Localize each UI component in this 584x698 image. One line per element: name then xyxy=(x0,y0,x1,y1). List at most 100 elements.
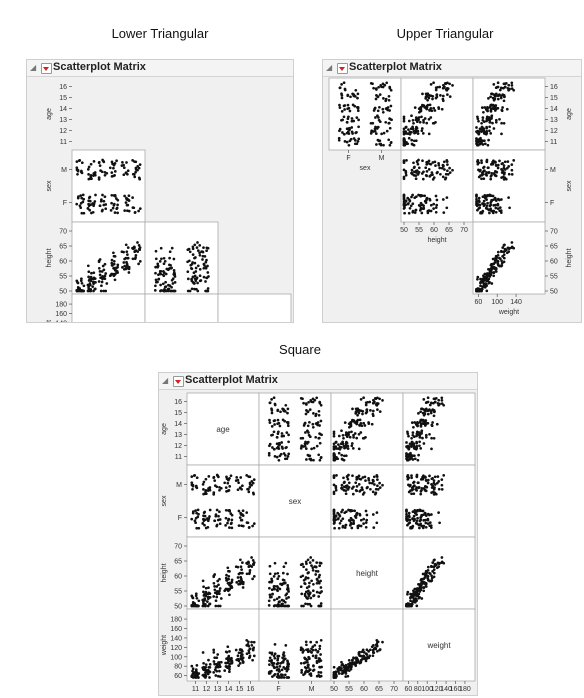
data-point xyxy=(137,176,141,180)
data-point xyxy=(499,211,503,214)
data-point xyxy=(282,434,286,438)
data-point xyxy=(351,132,354,135)
data-point xyxy=(195,476,199,480)
data-point xyxy=(402,117,406,121)
data-point xyxy=(415,125,418,129)
data-point xyxy=(420,407,424,411)
data-point xyxy=(194,509,197,512)
data-point xyxy=(307,594,311,598)
data-point xyxy=(346,447,350,450)
x-tick-label: F xyxy=(276,686,280,693)
data-point xyxy=(125,161,128,164)
data-point xyxy=(113,193,117,197)
data-point xyxy=(416,481,420,485)
data-point xyxy=(93,171,97,174)
disclosure-icon[interactable]: ◢ xyxy=(162,376,169,385)
data-point xyxy=(306,440,310,444)
data-point xyxy=(268,401,272,405)
data-point xyxy=(355,410,359,413)
data-point xyxy=(361,476,365,479)
data-point xyxy=(338,521,342,525)
data-point xyxy=(422,442,426,445)
data-point xyxy=(102,289,106,293)
data-point xyxy=(479,281,482,285)
data-point xyxy=(218,510,221,514)
data-point xyxy=(489,175,493,178)
data-point xyxy=(332,671,336,674)
data-point xyxy=(415,599,418,603)
data-point xyxy=(267,604,271,607)
data-point xyxy=(367,650,370,653)
data-point xyxy=(346,477,350,481)
data-point xyxy=(499,249,503,253)
data-point xyxy=(356,106,360,109)
data-point xyxy=(227,574,231,578)
data-point xyxy=(282,452,286,455)
data-point xyxy=(87,270,91,274)
data-point xyxy=(356,418,360,422)
data-point xyxy=(500,176,503,179)
data-point xyxy=(369,487,372,491)
data-point xyxy=(278,454,282,458)
data-point xyxy=(171,277,175,281)
data-point xyxy=(477,119,480,123)
data-point xyxy=(193,261,197,265)
data-point xyxy=(307,663,310,667)
red-triangle-menu-icon[interactable] xyxy=(41,63,52,74)
data-point xyxy=(212,475,216,479)
data-point xyxy=(230,521,233,525)
data-point xyxy=(279,410,282,414)
data-point xyxy=(442,403,446,407)
disclosure-icon[interactable]: ◢ xyxy=(30,63,37,72)
data-point xyxy=(317,581,321,584)
data-point xyxy=(358,650,361,654)
data-point xyxy=(352,656,356,660)
data-point xyxy=(191,510,195,513)
data-point xyxy=(409,599,412,603)
data-point xyxy=(337,666,341,669)
data-point xyxy=(341,458,344,461)
data-point xyxy=(158,272,162,275)
data-point xyxy=(216,579,220,583)
data-point xyxy=(287,433,290,437)
data-point xyxy=(234,648,238,652)
data-point xyxy=(276,432,280,436)
data-point xyxy=(316,570,320,573)
data-point xyxy=(477,132,481,135)
data-point xyxy=(191,487,194,491)
data-point xyxy=(282,676,286,679)
data-point xyxy=(342,81,346,85)
data-point xyxy=(301,436,305,440)
data-point xyxy=(419,492,423,496)
data-point xyxy=(276,422,279,426)
data-point xyxy=(191,275,195,279)
data-point xyxy=(361,657,365,660)
data-point xyxy=(87,287,91,291)
data-point xyxy=(415,519,419,523)
data-point xyxy=(384,107,388,110)
data-point xyxy=(493,95,497,98)
data-point xyxy=(162,262,166,266)
data-point xyxy=(335,474,338,477)
data-point xyxy=(159,269,163,273)
data-point xyxy=(311,589,315,593)
x-tick-label: 160 xyxy=(450,686,462,693)
data-point xyxy=(432,121,436,125)
data-point xyxy=(277,574,281,578)
data-point xyxy=(280,583,284,587)
data-point xyxy=(239,558,242,562)
data-point xyxy=(247,651,251,655)
data-point xyxy=(204,673,207,677)
data-point xyxy=(385,129,389,133)
red-triangle-menu-icon[interactable] xyxy=(337,63,348,74)
data-point xyxy=(349,508,353,512)
data-point xyxy=(492,98,496,102)
red-triangle-menu-icon[interactable] xyxy=(173,376,184,387)
data-point xyxy=(344,510,348,514)
data-point xyxy=(315,590,319,594)
disclosure-icon[interactable]: ◢ xyxy=(326,63,333,72)
data-point xyxy=(97,160,101,164)
data-point xyxy=(417,596,420,600)
data-point xyxy=(381,483,384,487)
data-point xyxy=(246,562,249,566)
